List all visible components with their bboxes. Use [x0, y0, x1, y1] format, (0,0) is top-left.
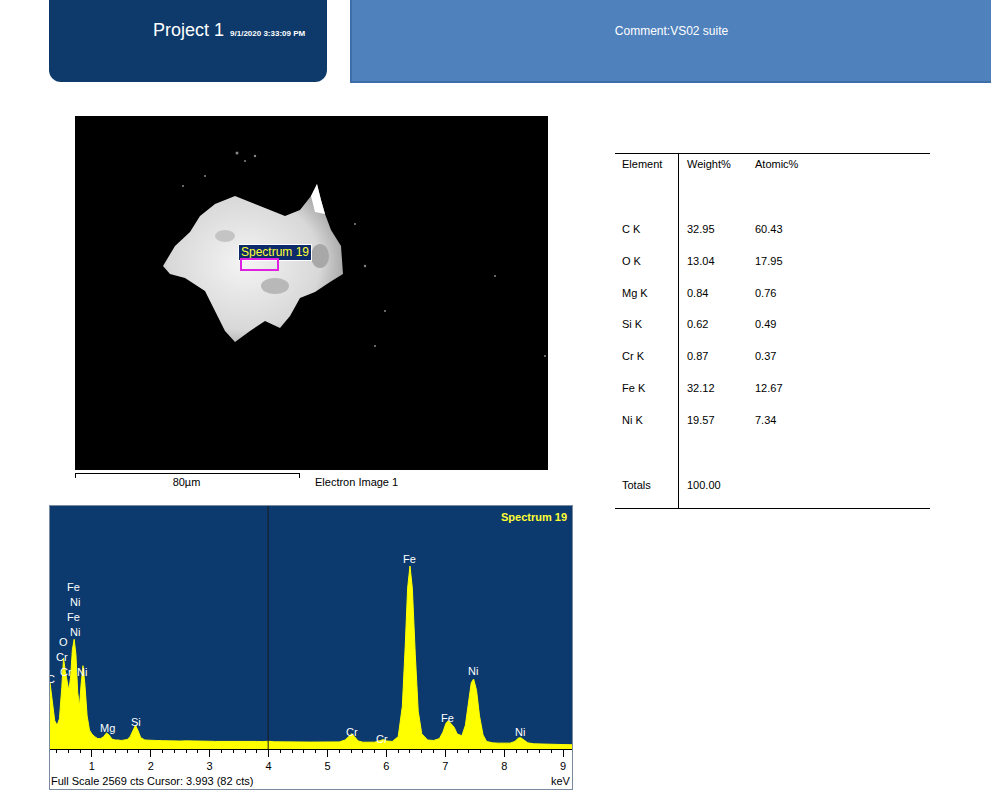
- svg-text:O: O: [59, 636, 68, 648]
- svg-text:Spectrum 19: Spectrum 19: [501, 511, 567, 523]
- svg-text:7: 7: [442, 760, 448, 772]
- html-text:Full Scale 2569 cts Cursor: 3.: Full Scale 2569 cts Cursor: 3.993 (82 ct…: [51, 775, 254, 787]
- svg-text:9: 9: [560, 760, 566, 772]
- html-text:32.12: 32.12: [687, 382, 715, 394]
- html-text:12.67: 12.67: [755, 382, 783, 394]
- svg-text:5: 5: [324, 760, 330, 772]
- html-text:0.84: 0.84: [687, 286, 709, 299]
- svg-text:Cr: Cr: [376, 733, 388, 745]
- html-text:7.34: 7.34: [755, 413, 777, 426]
- html-text:19.57: 19.57: [687, 413, 715, 426]
- svg-text:Ni: Ni: [70, 596, 80, 608]
- html-text:0.87: 0.87: [687, 350, 709, 363]
- html-text:Element: Element: [622, 158, 663, 170]
- svg-text:Ni: Ni: [70, 626, 80, 638]
- html-text:O K: O K: [622, 254, 641, 267]
- html-text:keV: keV: [551, 775, 570, 787]
- svg-text:Fe: Fe: [67, 581, 80, 593]
- html-text:9/1/2020 3:33:09 PM: 9/1/2020 3:33:09 PM: [230, 29, 306, 38]
- html-text:0.76: 0.76: [755, 286, 777, 299]
- html-text:C K: C K: [622, 223, 641, 235]
- html-text:Weight%: Weight%: [687, 158, 731, 170]
- html-text:Cr K: Cr K: [622, 350, 644, 363]
- svg-text:C: C: [50, 673, 55, 685]
- svg-text:6: 6: [383, 760, 389, 772]
- html-text:Mg K: Mg K: [622, 286, 648, 299]
- svg-text:Cr: Cr: [346, 726, 358, 738]
- svg-text:2: 2: [148, 760, 154, 772]
- html-text:Electron Image 1: Electron Image 1: [315, 476, 399, 488]
- html-text:32.95: 32.95: [687, 223, 715, 235]
- svg-text:Cr: Cr: [56, 651, 68, 663]
- html-text:Totals: Totals: [622, 479, 651, 491]
- svg-text:3: 3: [207, 760, 213, 772]
- svg-text:Fe: Fe: [67, 611, 80, 623]
- html-text:Project 1: Project 1: [153, 20, 224, 40]
- html-text:60.43: 60.43: [755, 223, 783, 235]
- html-text:0.49: 0.49: [755, 318, 777, 331]
- html-text:Fe K: Fe K: [622, 382, 646, 394]
- svg-text:Mg: Mg: [100, 722, 115, 734]
- html-text:Comment:VS02 suite: Comment:VS02 suite: [614, 24, 729, 38]
- svg-text:Ni: Ni: [515, 726, 525, 738]
- html-text:Atomic%: Atomic%: [755, 158, 799, 170]
- html-text:100.00: 100.00: [687, 479, 721, 491]
- html-text:17.95: 17.95: [755, 254, 783, 267]
- html-text:13.04: 13.04: [687, 254, 715, 267]
- svg-text:Cr: Cr: [60, 666, 72, 678]
- svg-text:Si: Si: [131, 716, 141, 728]
- html-text:Si K: Si K: [622, 318, 643, 331]
- svg-text:Ni: Ni: [77, 666, 87, 678]
- html-text:0.37: 0.37: [755, 350, 777, 363]
- html-text:Spectrum 19: Spectrum 19: [241, 245, 309, 259]
- svg-text:Fe: Fe: [441, 712, 454, 724]
- svg-text:Fe: Fe: [403, 553, 416, 565]
- svg-text:8: 8: [501, 760, 507, 772]
- svg-text:1: 1: [89, 760, 95, 772]
- svg-text:Ni: Ni: [468, 665, 478, 677]
- html-text:80µm: 80µm: [172, 476, 201, 488]
- html-text:Ni K: Ni K: [622, 413, 643, 426]
- html-text:0.62: 0.62: [687, 318, 709, 331]
- svg-text:4: 4: [266, 760, 272, 772]
